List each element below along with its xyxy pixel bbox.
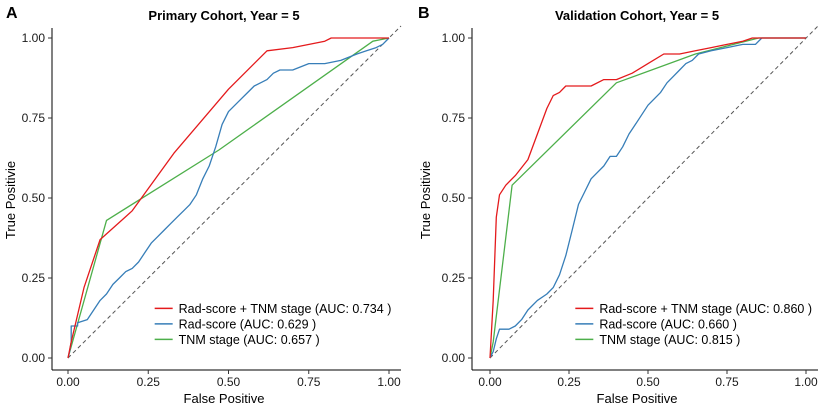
legend-entry: Rad-score (AUC: 0.660 ) — [599, 317, 737, 331]
y-tick-label: 0.50 — [22, 191, 46, 205]
y-tick-label: 0.00 — [442, 351, 466, 365]
x-tick-label: 0.75 — [715, 375, 739, 389]
x-tick-label: 0.00 — [478, 375, 502, 389]
series-line-rad-score-tnm-stage — [489, 37, 806, 359]
panel-b: B Validation Cohort, Year = 5 False Posi… — [418, 5, 819, 406]
x-tick-label: 0.00 — [56, 375, 80, 389]
tick-layer: 0.00 0.25 0.50 0.75 1.00 0.00 0.25 0.50 0.75 1.00 — [22, 28, 401, 389]
series-line-rad-score — [67, 37, 390, 359]
x-tick-label: 0.50 — [217, 375, 241, 389]
x-tick-label: 0.25 — [557, 375, 581, 389]
panel-label: A — [6, 5, 18, 22]
x-tick-label: 0.75 — [297, 375, 321, 389]
y-tick-label: 0.00 — [22, 351, 46, 365]
plot-area — [489, 25, 819, 359]
diagonal-reference-line — [489, 25, 819, 359]
y-tick-label: 0.25 — [22, 271, 46, 285]
x-tick-label: 1.00 — [377, 375, 401, 389]
plot-area — [67, 25, 402, 359]
legend-entry: Rad-score + TNM stage (AUC: 0.860 ) — [599, 302, 812, 316]
legend-entry: Rad-score (AUC: 0.629 ) — [179, 317, 317, 331]
series-line-tnm-stage — [67, 37, 390, 359]
y-tick-label: 1.00 — [442, 31, 466, 45]
x-tick-label: 0.25 — [137, 375, 161, 389]
chart-title: Primary Cohort, Year = 5 — [148, 8, 299, 23]
y-tick-label: 0.25 — [442, 271, 466, 285]
y-tick-label: 0.75 — [442, 111, 466, 125]
y-axis-label: True Positivie — [3, 161, 18, 239]
series-line-rad-score — [489, 37, 806, 359]
legend: Rad-score + TNM stage (AUC: 0.860 )Rad-s… — [575, 302, 812, 347]
y-axis-label: True Positivie — [418, 161, 433, 239]
panel-label: B — [418, 5, 430, 22]
legend: Rad-score + TNM stage (AUC: 0.734 )Rad-s… — [154, 302, 392, 347]
legend-entry: TNM stage (AUC: 0.815 ) — [599, 333, 740, 347]
x-tick-label: 0.50 — [636, 375, 660, 389]
x-axis-label: False Positive — [597, 391, 678, 406]
legend-entry: TNM stage (AUC: 0.657 ) — [179, 333, 320, 347]
series-line-rad-score-tnm-stage — [67, 37, 389, 359]
y-tick-label: 1.00 — [22, 31, 46, 45]
y-tick-label: 0.50 — [442, 191, 466, 205]
x-axis-label: False Positive — [184, 391, 265, 406]
y-tick-label: 0.75 — [22, 111, 46, 125]
panel-a: A Primary Cohort, Year = 5 False Positiv… — [3, 5, 402, 406]
tick-layer: 0.00 0.25 0.50 0.75 1.00 0.00 0.25 0.50 0.75 1.00 — [442, 28, 818, 389]
chart-title: Validation Cohort, Year = 5 — [555, 8, 719, 23]
legend-entry: Rad-score + TNM stage (AUC: 0.734 ) — [179, 302, 392, 316]
diagonal-reference-line — [67, 25, 402, 359]
x-tick-label: 1.00 — [794, 375, 818, 389]
